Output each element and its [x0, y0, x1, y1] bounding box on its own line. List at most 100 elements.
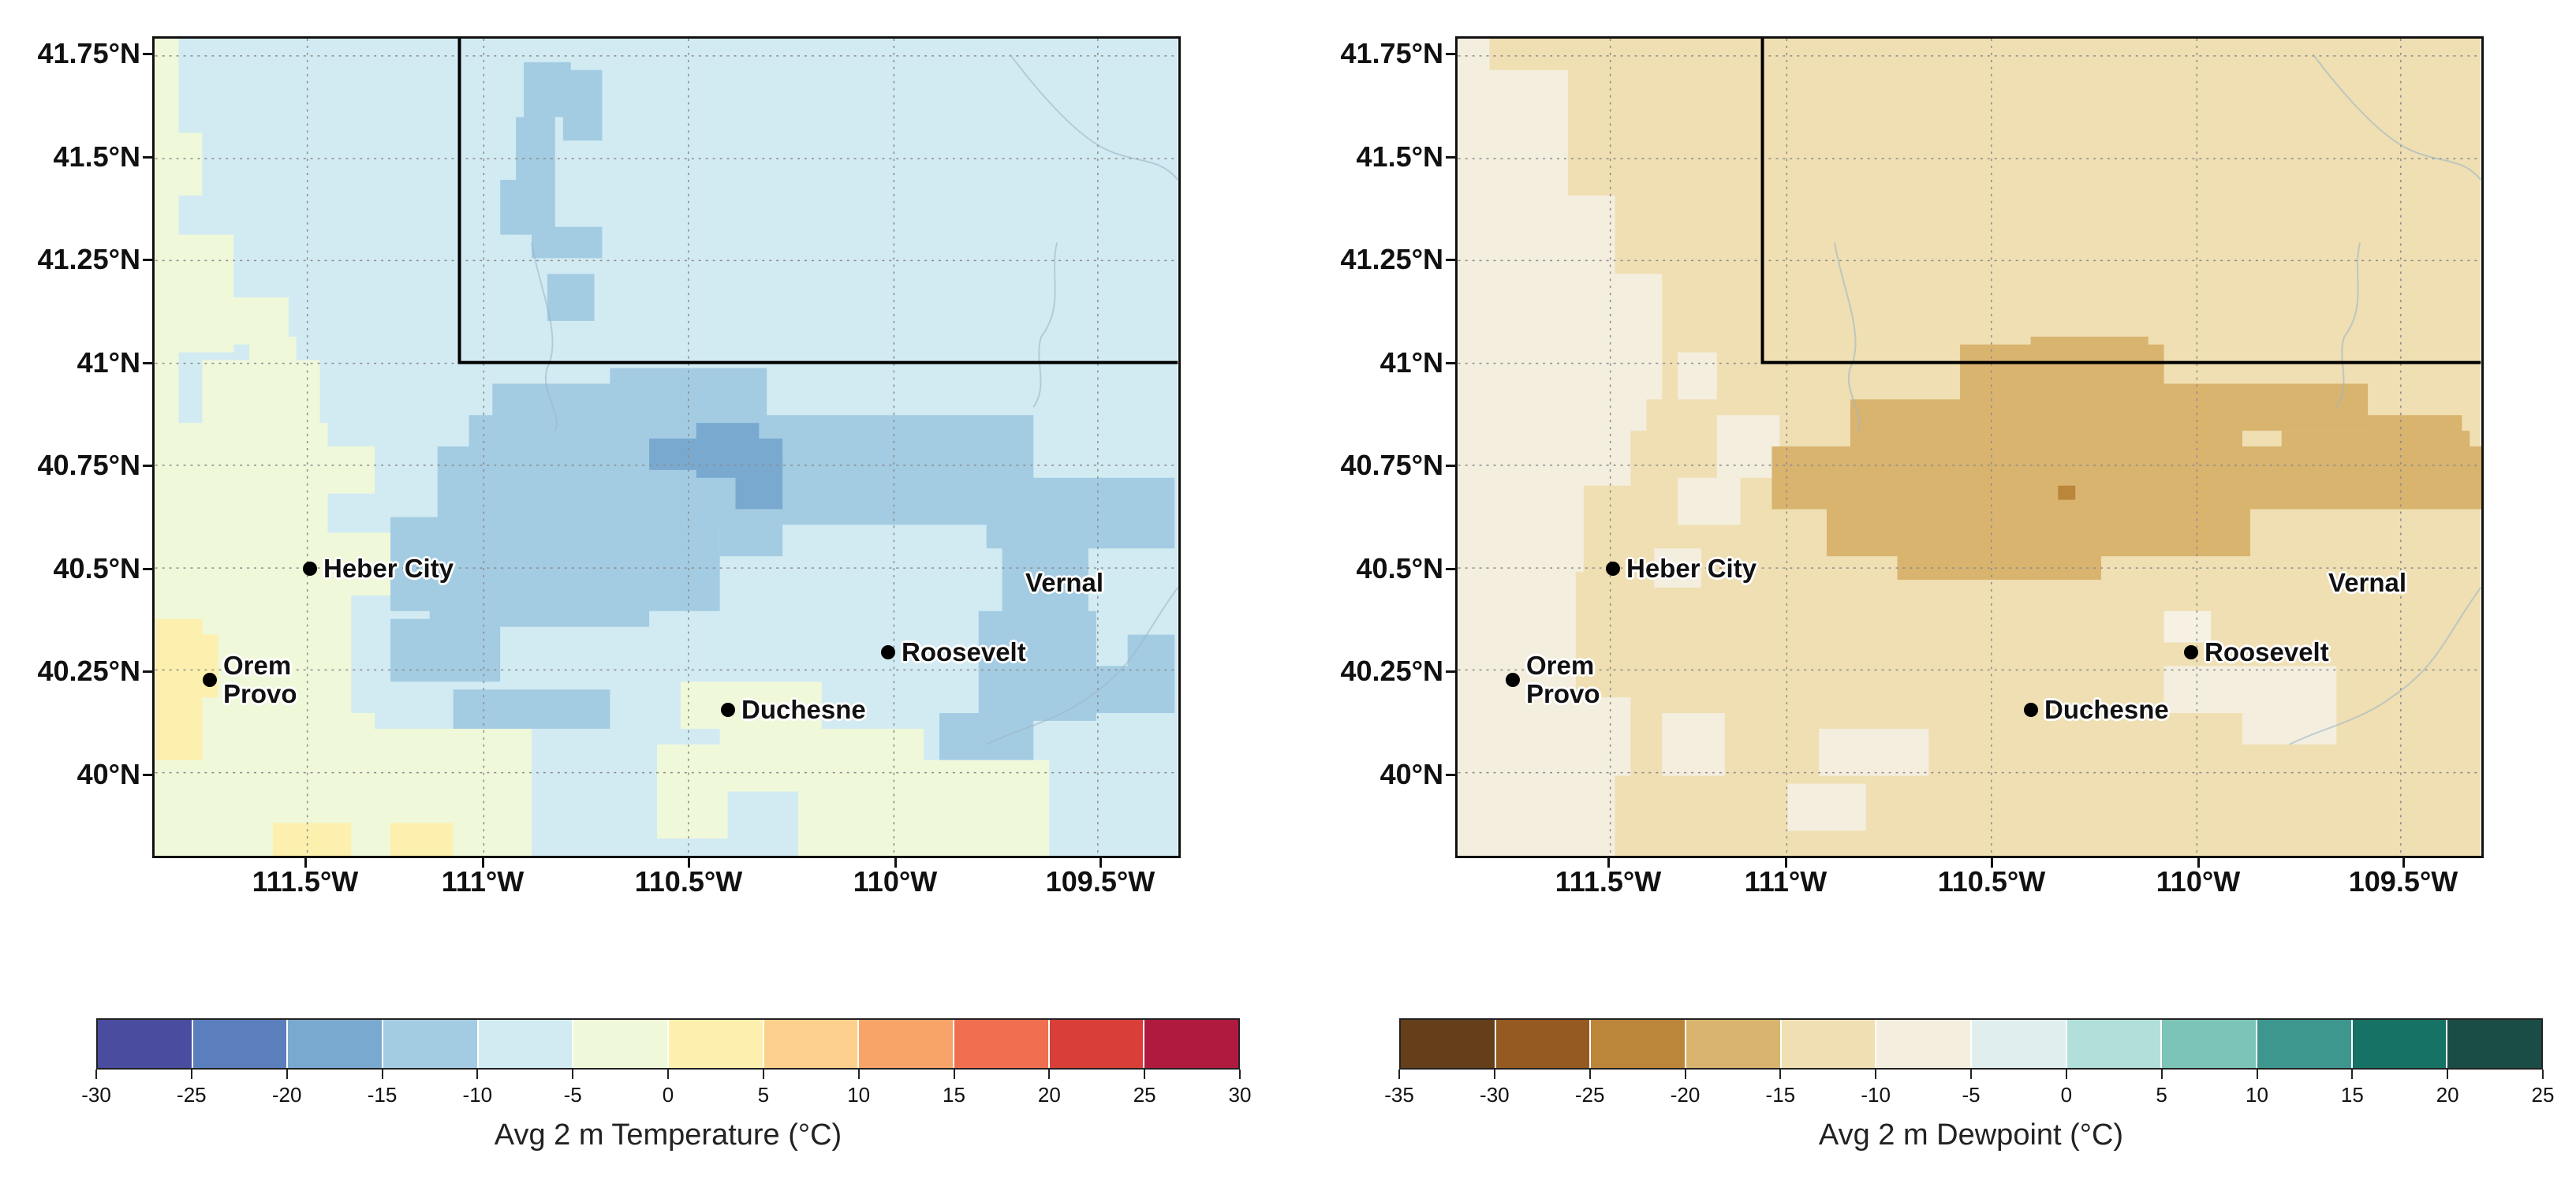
colorbar-tick	[1239, 1070, 1241, 1079]
colorbar-tick-label: 25	[2531, 1083, 2555, 1107]
field-cell	[1678, 352, 1717, 400]
temperature-lon-tick	[688, 858, 690, 868]
dewpoint-city-label: Heber City	[1626, 554, 1757, 583]
colorbar-tick-label: -15	[1765, 1083, 1796, 1107]
dewpoint-lon-label: 109.5°W	[2348, 865, 2458, 898]
dewpoint-lat-tick	[1446, 259, 1455, 261]
colorbar-tick-label: 0	[2060, 1083, 2073, 1107]
temperature-field	[155, 39, 1178, 856]
temperature-map	[152, 36, 1181, 858]
field-cell	[1552, 368, 1647, 431]
field-cell	[657, 744, 728, 839]
colorbar-bin	[1876, 1020, 1973, 1068]
field-cell	[233, 446, 375, 494]
colorbar-bin	[383, 1020, 479, 1068]
field-cell	[2070, 383, 2369, 431]
river-line	[1009, 54, 1178, 181]
field-cell	[939, 713, 1034, 760]
temperature-city-label: Duchesne	[741, 695, 866, 724]
colorbar-tick	[857, 1070, 860, 1079]
river-lines	[1834, 54, 2481, 745]
dewpoint-city-marker	[2184, 645, 2198, 659]
colorbar-tick	[762, 1070, 764, 1079]
colorbar-tick	[667, 1070, 669, 1079]
colorbar-bin	[478, 1020, 574, 1068]
temperature-city-marker	[721, 703, 735, 717]
temperature-lon-label: 111.5°W	[252, 865, 359, 898]
field-cell	[249, 336, 297, 368]
colorbar-bin	[1049, 1020, 1145, 1068]
state-boundary-line	[457, 39, 1178, 364]
dewpoint-lon-tick	[2402, 858, 2405, 868]
field-cell	[1678, 477, 1741, 525]
dewpoint-lon-tick	[1607, 858, 1610, 868]
temperature-lat-label: 41.75°N	[37, 37, 140, 69]
colorbar-bin	[1591, 1020, 1687, 1068]
field-cells	[155, 39, 1175, 856]
field-cell	[735, 461, 783, 510]
state-boundary	[1760, 39, 2481, 364]
field-cell	[202, 360, 320, 424]
dewpoint-lat-tick	[1446, 156, 1455, 159]
field-cell	[719, 509, 783, 557]
dewpoint-lon-label: 110.5°W	[1937, 865, 2046, 898]
dewpoint-field	[1458, 39, 2481, 856]
field-cell	[2242, 713, 2337, 745]
dewpoint-city-label: Orem	[1526, 651, 1595, 680]
colorbar-tick-label: 20	[2436, 1083, 2459, 1107]
field-cell	[1536, 697, 1631, 776]
colorbar-tick-label: -10	[1861, 1083, 1891, 1107]
field-cell	[719, 728, 924, 792]
colorbar-tick-label: -10	[462, 1083, 493, 1107]
dewpoint-lat-label: 40.5°N	[1356, 552, 1443, 584]
colorbar-tick	[2256, 1070, 2258, 1079]
colorbar-tick	[1779, 1070, 1782, 1079]
colorbar-bin	[192, 1020, 289, 1068]
field-cell	[2368, 415, 2462, 462]
colorbar-tick-label: -20	[1670, 1083, 1701, 1107]
colorbar-bin	[954, 1020, 1050, 1068]
field-cell	[1458, 618, 1506, 651]
temperature-city-marker	[881, 645, 895, 659]
state-boundary	[457, 39, 1178, 364]
colorbar-bin	[763, 1020, 860, 1068]
colorbar-bin	[573, 1020, 670, 1068]
dewpoint-city-label: Vernal	[2328, 568, 2407, 597]
dewpoint-colorbar	[1399, 1018, 2543, 1070]
colorbar-tick-label: 20	[1037, 1083, 1061, 1107]
colorbar-tick	[1048, 1070, 1051, 1079]
colorbar-bin	[1401, 1020, 1496, 1068]
field-cell	[1583, 274, 1663, 321]
field-cell	[562, 69, 603, 141]
colorbar-tick	[1589, 1070, 1591, 1079]
colorbar-bin	[1972, 1020, 2067, 1068]
field-cell	[1458, 477, 1584, 573]
temperature-lat-tick	[143, 774, 152, 776]
colorbar-tick	[2160, 1070, 2163, 1079]
colorbar-tick-label: -35	[1384, 1083, 1414, 1107]
colorbar-tick-label: 25	[1133, 1083, 1156, 1107]
temperature-lat-label: 40.5°N	[53, 552, 140, 584]
colorbar-bin	[2257, 1020, 2353, 1068]
field-cell	[272, 823, 352, 856]
dewpoint-city-marker	[2024, 703, 2038, 717]
colorbar-bin	[859, 1020, 955, 1068]
dewpoint-lon-tick	[1785, 858, 1787, 868]
colorbar-tick	[1970, 1070, 1972, 1079]
dewpoint-lon-label: 111.5°W	[1555, 865, 1662, 898]
temperature-lon-tick	[894, 858, 897, 868]
dewpoint-lat-label: 40.25°N	[1340, 655, 1443, 687]
colorbar-tick	[2542, 1070, 2544, 1079]
colorbar-bin	[1781, 1020, 1877, 1068]
temperature-lat-label: 40.75°N	[37, 449, 140, 481]
river-line	[2312, 54, 2481, 181]
colorbar-tick	[190, 1070, 192, 1079]
temperature-colorbar	[96, 1018, 1240, 1070]
field-cell	[1662, 713, 1725, 776]
temperature-colorbar-title: Avg 2 m Temperature (°C)	[494, 1118, 842, 1152]
dewpoint-city-label: Roosevelt	[2205, 637, 2329, 666]
dewpoint-lon-tick	[2197, 858, 2200, 868]
dewpoint-lat-tick	[1446, 670, 1455, 673]
dewpoint-city-marker	[1506, 673, 1520, 687]
colorbar-tick	[381, 1070, 383, 1079]
